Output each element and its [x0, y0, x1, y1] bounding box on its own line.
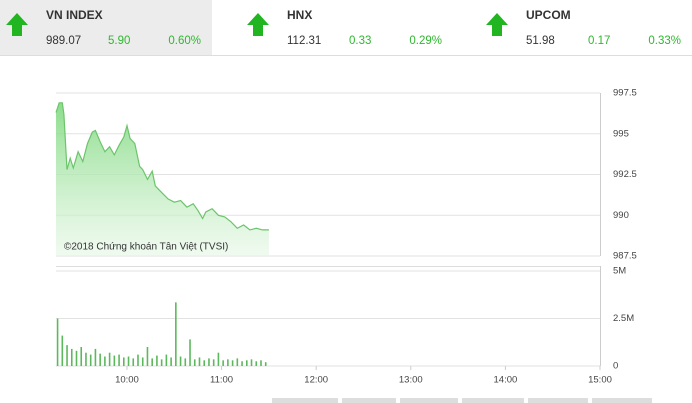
copyright-note: ©2018 Chứng khoán Tân Việt (TVSI)	[64, 242, 228, 253]
volume-bar	[108, 352, 111, 366]
index-change: 0.33	[349, 35, 371, 47]
volume-bar	[94, 348, 97, 366]
volume-bar	[104, 356, 106, 366]
page-button[interactable]	[462, 398, 524, 403]
y-tick-label: 2.5M	[613, 313, 634, 324]
volume-bar	[264, 362, 267, 366]
volume-bar	[222, 360, 224, 366]
volume-bar	[175, 302, 177, 366]
volume-bar	[137, 354, 139, 366]
x-tick-label: 14:00	[494, 375, 518, 386]
x-tick-label: 10:00	[115, 375, 139, 386]
y-tick-label: 990	[613, 210, 629, 221]
volume-bar	[260, 360, 262, 366]
volume-bar	[151, 358, 153, 366]
volume-bar	[66, 345, 68, 366]
volume-bar	[193, 359, 196, 366]
volume-bar	[160, 359, 163, 366]
x-tick-label: 13:00	[399, 375, 423, 386]
volume-bar	[170, 357, 172, 366]
volume-bar	[227, 359, 229, 366]
up-arrow	[486, 13, 508, 36]
volume-bar	[141, 357, 144, 366]
volume-bar	[217, 352, 220, 366]
volume-bar	[85, 352, 87, 366]
volume-bar	[179, 356, 182, 366]
volume-bar	[208, 358, 210, 366]
area-fill	[56, 102, 269, 256]
index-change: 5.90	[108, 35, 130, 47]
index-value: 112.31	[287, 35, 321, 47]
volume-bar	[113, 355, 116, 366]
page-button[interactable]	[400, 398, 458, 403]
index-percent: 0.29%	[409, 35, 442, 47]
volume-bar	[245, 360, 248, 366]
volume-bar	[118, 354, 120, 366]
page-button[interactable]	[528, 398, 588, 403]
y-tick-label: 5M	[613, 266, 626, 277]
volume-bar	[255, 361, 258, 366]
volume-bar	[184, 358, 187, 366]
index-name: HNX	[287, 8, 312, 22]
index-name: UPCOM	[526, 8, 571, 22]
index-name: VN INDEX	[46, 8, 103, 22]
index-percent: 0.33%	[648, 35, 681, 47]
pager	[272, 398, 652, 403]
volume-bar	[198, 357, 201, 366]
volume-bar	[212, 359, 215, 366]
y-tick-label: 987.5	[613, 251, 637, 262]
volume-bar	[189, 339, 191, 366]
index-value: 989.07	[46, 35, 81, 47]
volume-bar	[250, 359, 253, 366]
volume-bar	[89, 354, 92, 366]
volume-bar	[127, 356, 130, 366]
volume-bar	[75, 350, 78, 366]
volume-bar	[56, 318, 59, 366]
index-change: 0.17	[588, 35, 610, 47]
volume-bar	[156, 355, 158, 366]
volume-bar	[123, 357, 125, 366]
volume-bar	[231, 360, 234, 366]
volume-bar	[241, 361, 243, 366]
x-tick-label: 15:00	[588, 375, 612, 386]
page-button[interactable]	[342, 398, 396, 403]
x-tick-label: 12:00	[304, 375, 328, 386]
volume-bar	[203, 360, 206, 366]
index-percent: 0.60%	[168, 35, 201, 47]
volume-bar	[80, 347, 83, 366]
page-button[interactable]	[592, 398, 652, 403]
y-tick-label: 992.5	[613, 169, 637, 180]
up-arrow	[247, 13, 269, 36]
index-value: 51.98	[526, 35, 555, 47]
page-button[interactable]	[272, 398, 338, 403]
y-tick-label: 997.5	[613, 88, 637, 99]
volume-bar	[70, 348, 73, 366]
active-tile-bg	[0, 0, 212, 55]
price-line	[55, 102, 269, 231]
x-tick-label: 11:00	[210, 375, 233, 386]
y-tick-label: 995	[613, 128, 629, 139]
y-tick-label: 0	[613, 361, 618, 372]
volume-bar	[165, 354, 168, 366]
volume-bar	[132, 358, 135, 366]
volume-bar	[146, 347, 149, 366]
volume-bar	[99, 353, 101, 366]
volume-bar	[236, 358, 239, 366]
volume-bar	[61, 335, 64, 366]
